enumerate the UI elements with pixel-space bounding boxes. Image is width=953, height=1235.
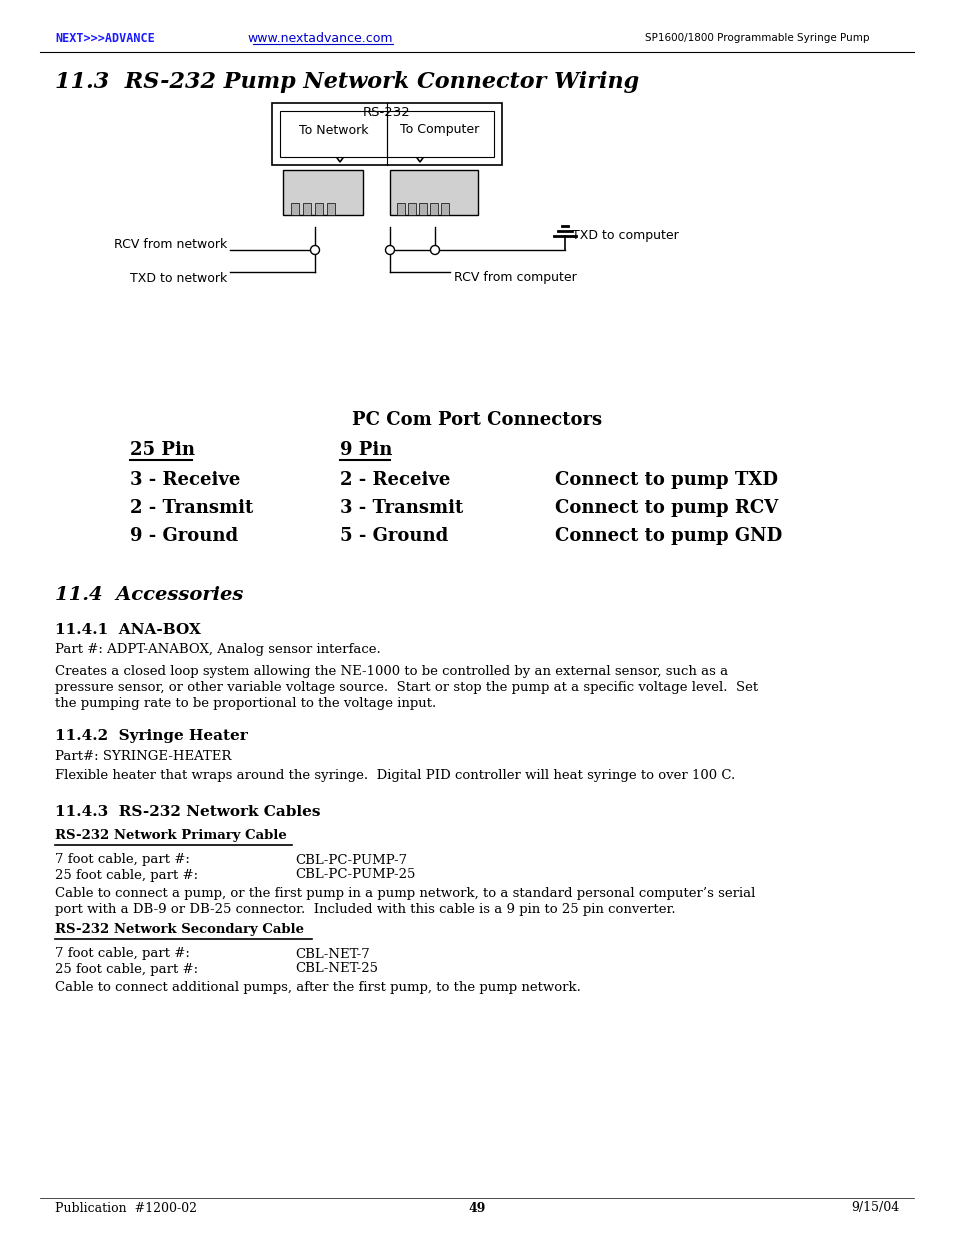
Text: 11.4  Accessories: 11.4 Accessories xyxy=(55,585,243,604)
Text: RS-232 Network Secondary Cable: RS-232 Network Secondary Cable xyxy=(55,924,304,936)
Text: 5 - Ground: 5 - Ground xyxy=(339,527,448,545)
Text: 9 - Ground: 9 - Ground xyxy=(130,527,238,545)
Text: RCV from computer: RCV from computer xyxy=(454,272,577,284)
Text: CBL-PC-PUMP-7: CBL-PC-PUMP-7 xyxy=(294,853,407,867)
Text: RCV from network: RCV from network xyxy=(113,237,227,251)
Text: 11.3  RS-232 Pump Network Connector Wiring: 11.3 RS-232 Pump Network Connector Wirin… xyxy=(55,70,639,93)
Text: 2 - Receive: 2 - Receive xyxy=(339,471,450,489)
Bar xyxy=(440,203,449,215)
Text: pressure sensor, or other variable voltage source.  Start or stop the pump at a : pressure sensor, or other variable volta… xyxy=(55,682,758,694)
Text: the pumping rate to be proportional to the voltage input.: the pumping rate to be proportional to t… xyxy=(55,698,436,710)
Text: 3 - Transmit: 3 - Transmit xyxy=(339,499,463,517)
Text: 9/15/04: 9/15/04 xyxy=(851,1202,899,1214)
Text: Part#: SYRINGE-HEATER: Part#: SYRINGE-HEATER xyxy=(55,750,232,762)
Text: 7 foot cable, part #:: 7 foot cable, part #: xyxy=(55,947,190,961)
Text: Cable to connect additional pumps, after the first pump, to the pump network.: Cable to connect additional pumps, after… xyxy=(55,981,580,993)
Text: Cable to connect a pump, or the first pump in a pump network, to a standard pers: Cable to connect a pump, or the first pu… xyxy=(55,887,755,899)
Bar xyxy=(283,170,363,215)
Text: To Computer: To Computer xyxy=(400,124,479,137)
Bar xyxy=(280,111,494,157)
Text: 11.4.3  RS-232 Network Cables: 11.4.3 RS-232 Network Cables xyxy=(55,805,320,819)
Text: Connect to pump TXD: Connect to pump TXD xyxy=(555,471,778,489)
Polygon shape xyxy=(410,148,430,162)
Bar xyxy=(314,203,323,215)
Bar xyxy=(390,170,477,215)
Text: 7 foot cable, part #:: 7 foot cable, part #: xyxy=(55,853,190,867)
Text: RS-232 Network Primary Cable: RS-232 Network Primary Cable xyxy=(55,830,287,842)
Text: CBL-PC-PUMP-25: CBL-PC-PUMP-25 xyxy=(294,868,415,882)
Bar xyxy=(408,203,416,215)
Bar xyxy=(291,203,298,215)
Text: 9 Pin: 9 Pin xyxy=(339,441,392,459)
Text: Connect to pump RCV: Connect to pump RCV xyxy=(555,499,778,517)
Polygon shape xyxy=(330,148,350,162)
Text: 25 foot cable, part #:: 25 foot cable, part #: xyxy=(55,868,198,882)
Circle shape xyxy=(430,246,439,254)
Text: CBL-NET-7: CBL-NET-7 xyxy=(294,947,370,961)
Text: NEXT>>>ADVANCE: NEXT>>>ADVANCE xyxy=(55,32,154,44)
Text: 11.4.1  ANA-BOX: 11.4.1 ANA-BOX xyxy=(55,622,201,637)
Circle shape xyxy=(310,246,319,254)
Text: 49: 49 xyxy=(468,1202,485,1214)
Text: Flexible heater that wraps around the syringe.  Digital PID controller will heat: Flexible heater that wraps around the sy… xyxy=(55,769,735,783)
Text: www.nextadvance.com: www.nextadvance.com xyxy=(247,32,393,44)
Text: Connect to pump GND: Connect to pump GND xyxy=(555,527,781,545)
Text: 25 Pin: 25 Pin xyxy=(130,441,194,459)
Text: 2 - Transmit: 2 - Transmit xyxy=(130,499,253,517)
Text: To Network: To Network xyxy=(299,124,369,137)
Text: Part #: ADPT-ANABOX, Analog sensor interface.: Part #: ADPT-ANABOX, Analog sensor inter… xyxy=(55,643,380,657)
Text: TXD to computer: TXD to computer xyxy=(572,230,678,242)
Text: 11.4.2  Syringe Heater: 11.4.2 Syringe Heater xyxy=(55,729,248,743)
Text: CBL-NET-25: CBL-NET-25 xyxy=(294,962,377,976)
Bar xyxy=(303,203,311,215)
Text: Publication  #1200-02: Publication #1200-02 xyxy=(55,1202,196,1214)
Text: 25 foot cable, part #:: 25 foot cable, part #: xyxy=(55,962,198,976)
Bar xyxy=(272,103,501,165)
Text: 3 - Receive: 3 - Receive xyxy=(130,471,240,489)
Bar xyxy=(396,203,405,215)
Text: Creates a closed loop system allowing the NE-1000 to be controlled by an externa: Creates a closed loop system allowing th… xyxy=(55,666,727,678)
Text: RS-232: RS-232 xyxy=(363,105,411,119)
Bar xyxy=(418,203,427,215)
Text: PC Com Port Connectors: PC Com Port Connectors xyxy=(352,411,601,429)
Text: port with a DB-9 or DB-25 connector.  Included with this cable is a 9 pin to 25 : port with a DB-9 or DB-25 connector. Inc… xyxy=(55,903,675,915)
Bar xyxy=(327,203,335,215)
Bar xyxy=(430,203,437,215)
Text: SP1600/1800 Programmable Syringe Pump: SP1600/1800 Programmable Syringe Pump xyxy=(645,33,869,43)
Text: TXD to network: TXD to network xyxy=(130,272,227,284)
Circle shape xyxy=(385,246,395,254)
